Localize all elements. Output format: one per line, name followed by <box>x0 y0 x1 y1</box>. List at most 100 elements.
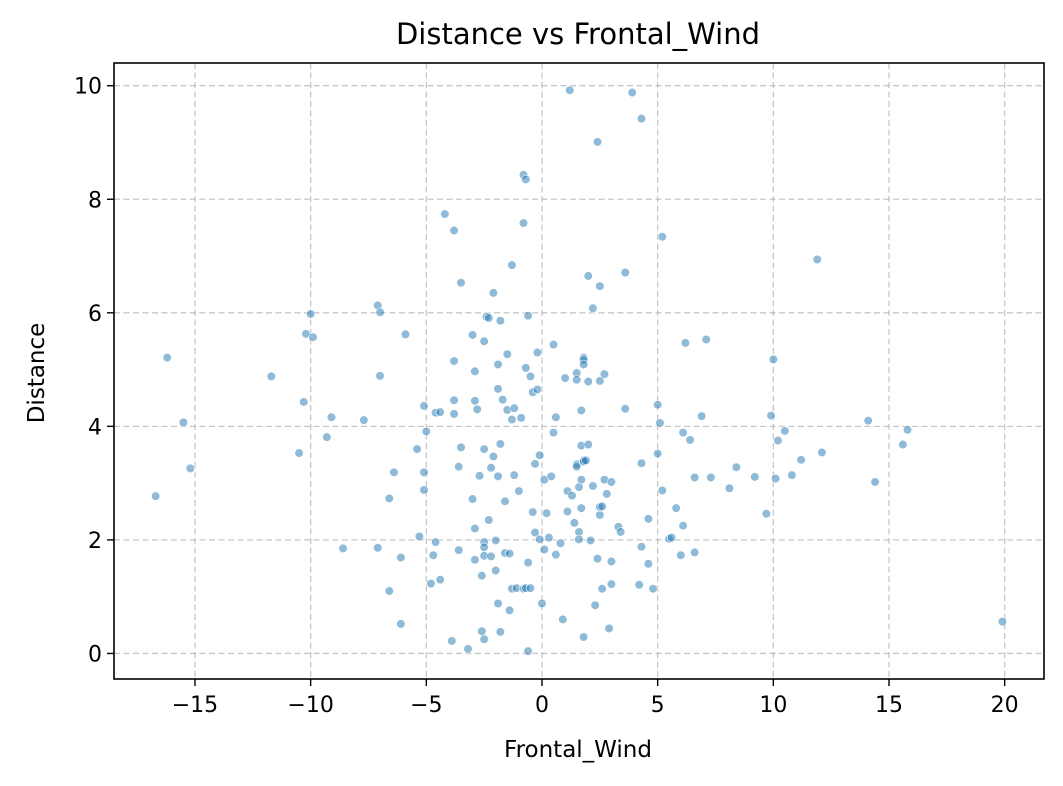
data-point <box>421 426 431 437</box>
data-point <box>548 428 559 438</box>
data-point <box>470 523 480 534</box>
data-point <box>690 547 700 557</box>
data-point <box>384 493 394 504</box>
data-point <box>449 395 459 405</box>
data-point <box>495 316 505 326</box>
data-point <box>620 267 630 278</box>
data-point <box>796 455 806 465</box>
data-point <box>576 503 586 513</box>
data-point <box>870 477 880 487</box>
data-point <box>185 463 195 473</box>
data-point <box>419 401 429 411</box>
data-point <box>525 583 536 593</box>
data-point <box>583 439 593 450</box>
data-point <box>435 407 445 417</box>
x-tick-label: 15 <box>875 693 903 718</box>
data-point <box>766 410 776 421</box>
data-point <box>504 548 515 559</box>
data-point <box>479 542 489 552</box>
data-point <box>467 330 478 340</box>
data-point <box>579 359 589 370</box>
data-point <box>493 384 503 394</box>
data-point <box>523 558 533 568</box>
data-point <box>627 87 637 98</box>
data-point <box>595 510 605 520</box>
y-tick-label: 6 <box>88 302 102 327</box>
data-point <box>997 617 1007 627</box>
data-point <box>574 534 584 544</box>
data-point <box>530 459 540 469</box>
data-point <box>474 471 485 481</box>
data-point <box>470 366 480 376</box>
data-point <box>491 565 501 576</box>
data-point <box>562 506 573 517</box>
data-point <box>678 521 688 531</box>
data-point <box>616 527 626 537</box>
data-point <box>463 644 473 654</box>
data-point <box>676 550 686 560</box>
data-point <box>516 413 526 423</box>
data-point <box>572 462 582 472</box>
y-axis-label: Distance <box>24 323 50 424</box>
data-point <box>454 545 464 555</box>
data-point <box>532 384 542 395</box>
data-point <box>488 451 499 462</box>
data-point <box>636 542 647 552</box>
data-point <box>470 396 480 406</box>
data-point <box>551 550 561 560</box>
data-point <box>400 329 411 339</box>
data-point <box>590 600 600 610</box>
data-point <box>479 336 489 346</box>
data-point <box>456 278 466 288</box>
data-point <box>535 450 545 460</box>
data-point <box>585 535 596 546</box>
data-point <box>555 538 566 548</box>
data-point <box>396 619 406 629</box>
data-point <box>592 554 603 564</box>
grid <box>114 63 1044 679</box>
data-point <box>493 359 503 370</box>
data-point <box>373 543 383 553</box>
data-point <box>583 376 593 387</box>
data-point <box>454 462 464 472</box>
data-point <box>817 447 827 458</box>
data-point <box>509 470 519 480</box>
data-point <box>440 209 450 219</box>
data-point <box>588 303 598 313</box>
data-point <box>539 544 549 555</box>
data-point <box>898 439 908 450</box>
x-tick-label: 0 <box>535 693 549 718</box>
data-point <box>396 552 406 563</box>
data-point <box>606 579 616 589</box>
data-point <box>565 85 575 95</box>
data-point <box>491 535 501 546</box>
data-point <box>780 426 790 436</box>
data-point <box>773 435 783 446</box>
data-point <box>595 376 605 386</box>
data-point <box>495 439 505 449</box>
data-point <box>569 518 579 528</box>
data-point <box>530 527 540 538</box>
data-point <box>449 409 459 419</box>
data-point <box>528 507 538 517</box>
data-point <box>502 349 512 359</box>
y-tick-label: 4 <box>88 415 102 440</box>
x-tick-label: −15 <box>172 693 218 718</box>
data-point <box>472 404 482 414</box>
y-tick-label: 8 <box>88 188 102 213</box>
data-point <box>812 254 822 265</box>
data-point <box>389 467 399 477</box>
data-point <box>479 634 489 644</box>
x-tick-label: 20 <box>991 693 1019 718</box>
y-tick-label: 0 <box>88 642 102 667</box>
data-point <box>509 403 519 413</box>
data-point <box>498 395 508 405</box>
data-point <box>750 472 760 482</box>
data-point <box>592 137 603 147</box>
data-point <box>657 485 667 496</box>
data-point <box>430 537 441 547</box>
data-point <box>326 412 337 422</box>
data-point <box>690 472 700 483</box>
data-point <box>606 477 616 487</box>
